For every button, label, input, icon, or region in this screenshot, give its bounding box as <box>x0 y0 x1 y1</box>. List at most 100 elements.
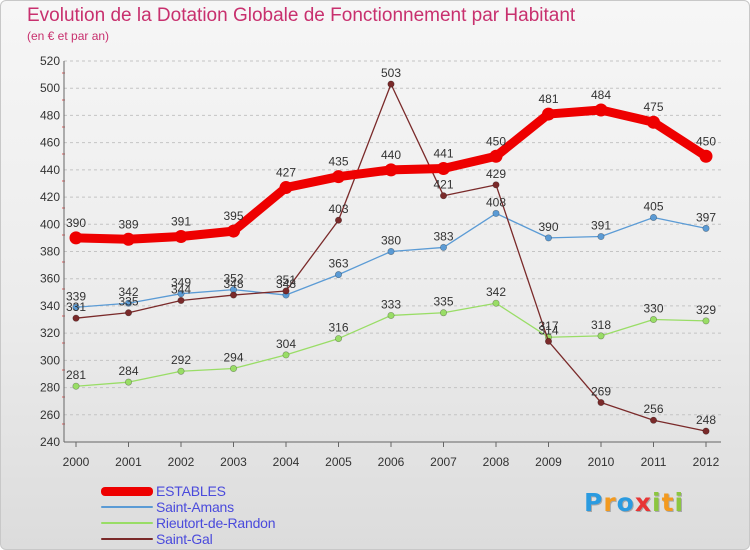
point-rieutort-de-randon-2007 <box>439 309 447 317</box>
point-estables-2001 <box>122 232 135 246</box>
x-tick-label-2007: 2007 <box>430 455 457 469</box>
y-tick-label-320: 320 <box>40 326 60 340</box>
data-label-saint-gal-2007: 421 <box>433 178 453 192</box>
data-label-rieutort-de-randon-2011: 330 <box>643 302 663 316</box>
logo-letter: i <box>674 488 685 517</box>
y-tick-label-480: 480 <box>40 108 60 122</box>
data-label-saint-gal-2008: 429 <box>486 167 506 181</box>
point-rieutort-de-randon-2003 <box>230 365 238 373</box>
y-tick-label-420: 420 <box>40 190 60 204</box>
data-label-estables-2005: 435 <box>328 155 348 169</box>
point-saint-amans-2007 <box>439 243 447 251</box>
x-tick-label-2011: 2011 <box>641 455 667 469</box>
data-label-saint-gal-2012: 248 <box>696 413 716 427</box>
y-tick-label-520: 520 <box>40 54 60 68</box>
y-tick-label-340: 340 <box>40 299 60 313</box>
y-tick-label-260: 260 <box>40 408 60 422</box>
point-saint-gal-2004 <box>282 287 290 295</box>
legend-item-saint-gal: Saint-Gal <box>101 531 361 547</box>
y-tick-label-280: 280 <box>40 381 60 395</box>
data-label-saint-amans-2012: 397 <box>696 210 716 224</box>
data-label-rieutort-de-randon-2000: 281 <box>66 368 86 382</box>
data-label-rieutort-de-randon-2002: 292 <box>171 353 191 367</box>
y-tick-label-240: 240 <box>40 435 60 449</box>
data-label-saint-amans-2007: 383 <box>433 229 453 243</box>
point-saint-gal-2011 <box>649 416 657 424</box>
x-tick-label-2006: 2006 <box>378 455 405 469</box>
data-label-saint-gal-2010: 269 <box>591 385 611 399</box>
data-label-saint-gal-2002: 344 <box>171 282 191 296</box>
point-saint-amans-2005 <box>334 271 342 279</box>
point-saint-gal-2007 <box>439 192 447 200</box>
legend-label-rieutort-de-randon: Rieutort-de-Randon <box>156 515 276 531</box>
x-tick-label-2003: 2003 <box>220 455 247 469</box>
data-label-saint-gal-2006: 503 <box>381 66 401 80</box>
point-saint-amans-2011 <box>649 213 657 221</box>
point-estables-2007 <box>437 161 450 175</box>
data-label-rieutort-de-randon-2007: 335 <box>433 295 453 309</box>
data-label-estables-2004: 427 <box>276 166 296 180</box>
point-estables-2000 <box>69 231 83 245</box>
point-rieutort-de-randon-2011 <box>649 316 657 324</box>
point-saint-amans-2002 <box>177 290 185 298</box>
point-saint-gal-2002 <box>177 296 185 304</box>
point-saint-gal-2006 <box>387 80 395 88</box>
data-label-saint-gal-2001: 335 <box>118 295 138 309</box>
point-estables-2002 <box>174 230 188 244</box>
point-estables-2003 <box>227 224 240 238</box>
legend-swatch-saint-gal <box>101 538 153 540</box>
point-rieutort-de-randon-2001 <box>125 378 133 386</box>
point-rieutort-de-randon-2002 <box>177 367 185 375</box>
data-label-rieutort-de-randon-2006: 333 <box>381 297 401 311</box>
point-rieutort-de-randon-2012 <box>702 317 710 325</box>
data-label-saint-amans-2000: 339 <box>66 289 86 303</box>
data-label-saint-amans-2003: 352 <box>223 272 243 286</box>
point-rieutort-de-randon-2000 <box>72 382 80 390</box>
chart-subtitle: (en € et par an) <box>27 29 110 43</box>
data-label-rieutort-de-randon-2005: 316 <box>328 321 348 335</box>
x-tick-label-2012: 2012 <box>693 455 720 469</box>
grid-lines <box>64 60 721 443</box>
legend-item-estables: ESTABLES <box>101 483 361 499</box>
legend: ESTABLES Saint-Amans Rieutort-de-Randon Sai… <box>101 483 361 547</box>
data-label-rieutort-de-randon-2008: 342 <box>486 285 506 299</box>
x-tick-label-2004: 2004 <box>273 455 300 469</box>
point-saint-amans-2008 <box>492 209 500 217</box>
data-label-rieutort-de-randon-2001: 284 <box>118 364 138 378</box>
data-label-saint-gal-2004: 351 <box>276 273 296 287</box>
point-saint-amans-2001 <box>125 299 133 307</box>
point-saint-gal-2005 <box>334 216 342 224</box>
point-saint-gal-2012 <box>702 427 710 435</box>
x-axis-ticks: 2000 2001 2002 2003 2004 2005 2006 2007 2008 2009… <box>63 442 720 469</box>
data-label-estables-2009: 481 <box>538 92 558 106</box>
data-label-saint-amans-2004: 348 <box>276 277 296 291</box>
y-tick-label-400: 400 <box>40 217 60 231</box>
data-label-estables-2000: 390 <box>66 216 86 230</box>
legend-label-saint-amans: Saint-Amans <box>156 499 234 515</box>
logo-letter: x <box>634 488 652 517</box>
x-tick-label-2009: 2009 <box>535 455 562 469</box>
point-estables-2010 <box>594 103 608 117</box>
x-tick-label-2005: 2005 <box>325 455 352 469</box>
data-label-saint-amans-2011: 405 <box>643 199 663 213</box>
point-estables-2008 <box>489 149 503 163</box>
chart-title: Evolution de la Dotation Globale de Fonc… <box>27 5 576 26</box>
legend-label-saint-gal: Saint-Gal <box>156 531 213 547</box>
data-label-saint-amans-2009: 390 <box>538 220 558 234</box>
point-saint-gal-2003 <box>230 291 238 299</box>
x-tick-label-2010: 2010 <box>588 455 615 469</box>
point-rieutort-de-randon-2004 <box>282 351 290 359</box>
data-label-saint-gal-2003: 348 <box>223 277 243 291</box>
point-estables-2005 <box>332 170 345 184</box>
data-label-estables-2006: 440 <box>381 148 401 162</box>
y-tick-label-500: 500 <box>40 81 60 95</box>
point-estables-2004 <box>279 181 293 195</box>
logo-letter: o <box>616 488 635 517</box>
point-saint-gal-2001 <box>125 309 133 317</box>
point-rieutort-de-randon-2006 <box>387 311 395 319</box>
data-label-saint-gal-2011: 256 <box>643 402 663 416</box>
x-tick-label-2002: 2002 <box>168 455 195 469</box>
legend-swatch-estables <box>101 486 153 496</box>
